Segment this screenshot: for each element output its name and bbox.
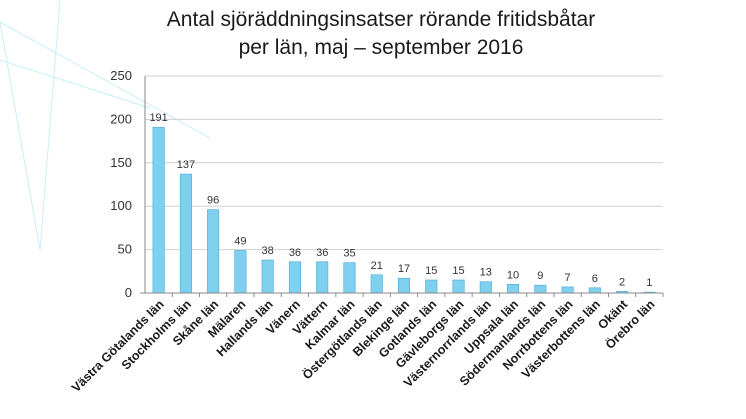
decoration-line [0, 59, 151, 109]
bar [261, 259, 274, 294]
data-label: 2 [619, 276, 625, 288]
bar [588, 287, 601, 294]
chart-title-line-2: per län, maj – september 2016 [238, 36, 524, 59]
data-label: 9 [537, 270, 543, 282]
decoration-line [39, 0, 61, 251]
bar [234, 250, 247, 294]
bar [452, 279, 465, 294]
bar [343, 262, 356, 294]
data-label: 137 [177, 159, 195, 171]
bar [561, 286, 574, 294]
data-label: 35 [343, 248, 355, 260]
background-decoration [0, 0, 211, 251]
y-tick-label: 200 [110, 111, 132, 126]
data-label: 13 [480, 267, 492, 279]
data-label: 38 [262, 245, 274, 257]
bar [152, 126, 165, 294]
y-axis-tick-labels: 0 50 100 150 200 250 [110, 68, 132, 300]
data-label: 191 [149, 112, 167, 124]
data-label: 36 [316, 247, 328, 259]
data-label: 36 [289, 247, 301, 259]
chart-title-line-1: Antal sjöräddningsinsatser rörande friti… [166, 8, 596, 31]
bar [316, 261, 329, 294]
y-tick-label: 0 [125, 285, 132, 300]
data-label: 10 [507, 269, 519, 281]
axes [140, 76, 664, 297]
bar [425, 279, 438, 294]
decoration-line [0, 21, 211, 139]
decoration-line [0, 21, 41, 251]
data-label: 49 [234, 235, 246, 247]
y-tick-label: 50 [118, 242, 132, 257]
bar [479, 281, 492, 294]
data-label: 1 [646, 277, 652, 289]
y-tick-label: 250 [110, 68, 132, 83]
bar [288, 261, 301, 294]
y-tick-label: 100 [110, 198, 132, 213]
data-label: 96 [207, 195, 219, 207]
data-label: 6 [592, 273, 598, 285]
bar [397, 277, 411, 294]
data-label: 15 [425, 265, 437, 277]
bar [207, 209, 220, 294]
bar [534, 284, 547, 294]
data-label: 17 [398, 263, 410, 275]
y-tick-label: 150 [110, 155, 132, 170]
data-label: 21 [371, 260, 383, 272]
gridlines [145, 75, 663, 251]
bar [507, 284, 520, 294]
data-label: 7 [565, 272, 571, 284]
bar [179, 173, 192, 294]
bar [370, 274, 383, 294]
data-label: 15 [452, 265, 464, 277]
